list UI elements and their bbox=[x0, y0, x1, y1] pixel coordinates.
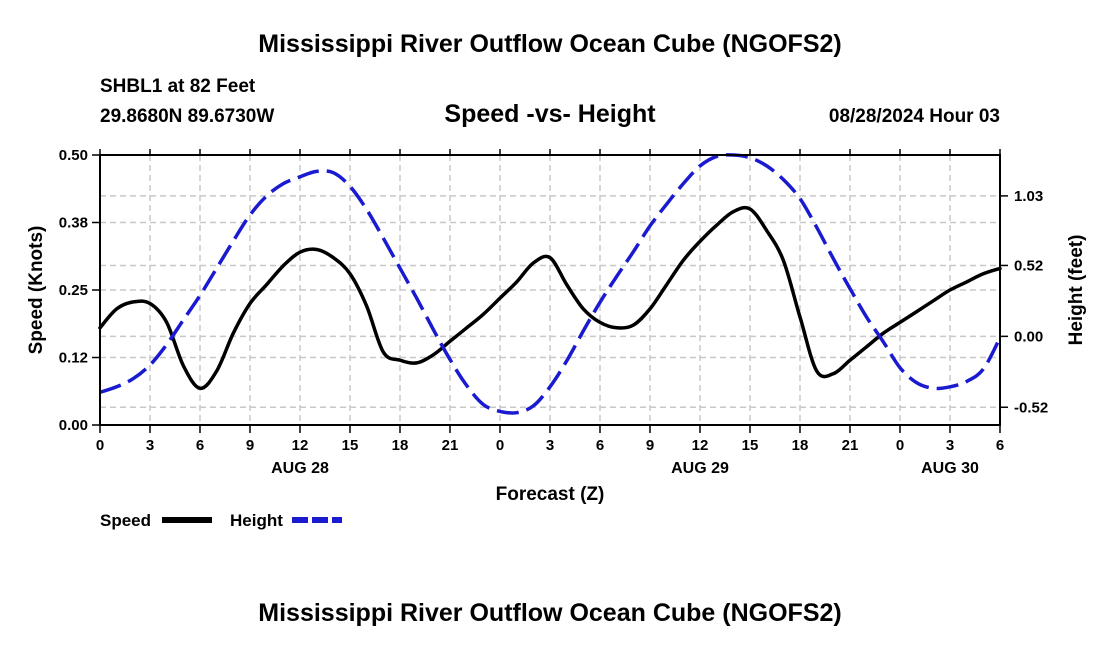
y2-tick-label: 0.00 bbox=[1014, 328, 1043, 345]
y2-tick-label: 0.52 bbox=[1014, 257, 1043, 274]
x-tick-label: 21 bbox=[442, 437, 459, 454]
series-layer bbox=[98, 153, 1002, 415]
chart-subtitle: Speed -vs- Height bbox=[444, 100, 656, 128]
y2-tick-label: 1.03 bbox=[1014, 188, 1043, 205]
y-tick-label: 0.50 bbox=[59, 147, 88, 164]
x-tick-label: 9 bbox=[646, 437, 654, 454]
x-tick-label: 15 bbox=[742, 437, 759, 454]
x-tick-label: 6 bbox=[996, 437, 1004, 454]
legend-height-label: Height bbox=[230, 511, 283, 530]
y2-tick-label: -0.52 bbox=[1014, 399, 1048, 416]
footer-title: Mississippi River Outflow Ocean Cube (NG… bbox=[258, 599, 842, 627]
legend: Speed Height bbox=[100, 511, 342, 530]
x-tick-label: 6 bbox=[196, 437, 204, 454]
x-tick-label: 9 bbox=[246, 437, 254, 454]
x-tick-label: 12 bbox=[292, 437, 309, 454]
y-tick-label: 0.12 bbox=[59, 350, 88, 367]
x-tick-label: 3 bbox=[146, 437, 154, 454]
coordinates-label: 29.8680N 89.6730W bbox=[100, 106, 275, 127]
x-tick-label: 0 bbox=[496, 437, 504, 454]
x-tick-label: 18 bbox=[392, 437, 409, 454]
y2-axis-label: Height (feet) bbox=[1066, 235, 1087, 346]
legend-speed-label: Speed bbox=[100, 511, 151, 530]
date-label: AUG 29 bbox=[671, 460, 729, 477]
x-tick-label: 12 bbox=[692, 437, 709, 454]
x-tick-label: 15 bbox=[342, 437, 359, 454]
grid-layer bbox=[100, 155, 1000, 425]
x-tick-label: 3 bbox=[546, 437, 554, 454]
height-series-line bbox=[99, 153, 1002, 415]
y-axis-label: Speed (Knots) bbox=[26, 226, 47, 355]
chart-title: Mississippi River Outflow Ocean Cube (NG… bbox=[258, 30, 842, 58]
x-tick-label: 0 bbox=[896, 437, 904, 454]
x-axis-label: Forecast (Z) bbox=[496, 484, 605, 505]
date-label: AUG 28 bbox=[271, 460, 329, 477]
x-tick-label: 0 bbox=[96, 437, 104, 454]
y-tick-label: 0.38 bbox=[59, 215, 88, 232]
x-tick-label: 6 bbox=[596, 437, 604, 454]
x-tick-label: 21 bbox=[842, 437, 859, 454]
speed-series-line bbox=[98, 205, 1002, 391]
x-tick-label: 3 bbox=[946, 437, 954, 454]
x-tick-label: 18 bbox=[792, 437, 809, 454]
forecast-datetime: 08/28/2024 Hour 03 bbox=[828, 106, 1000, 127]
station-label: SHBL1 at 82 Feet bbox=[100, 76, 256, 97]
y-tick-label: 0.00 bbox=[59, 417, 88, 434]
y-tick-label: 0.25 bbox=[59, 282, 88, 299]
axis-layer: 0 3 6 9 12 15 18 21 0 3 6 9 12 15 18 21 0 3 6 AUG 28 AUG 29 A… bbox=[59, 147, 1048, 477]
date-label: AUG 30 bbox=[921, 460, 979, 477]
